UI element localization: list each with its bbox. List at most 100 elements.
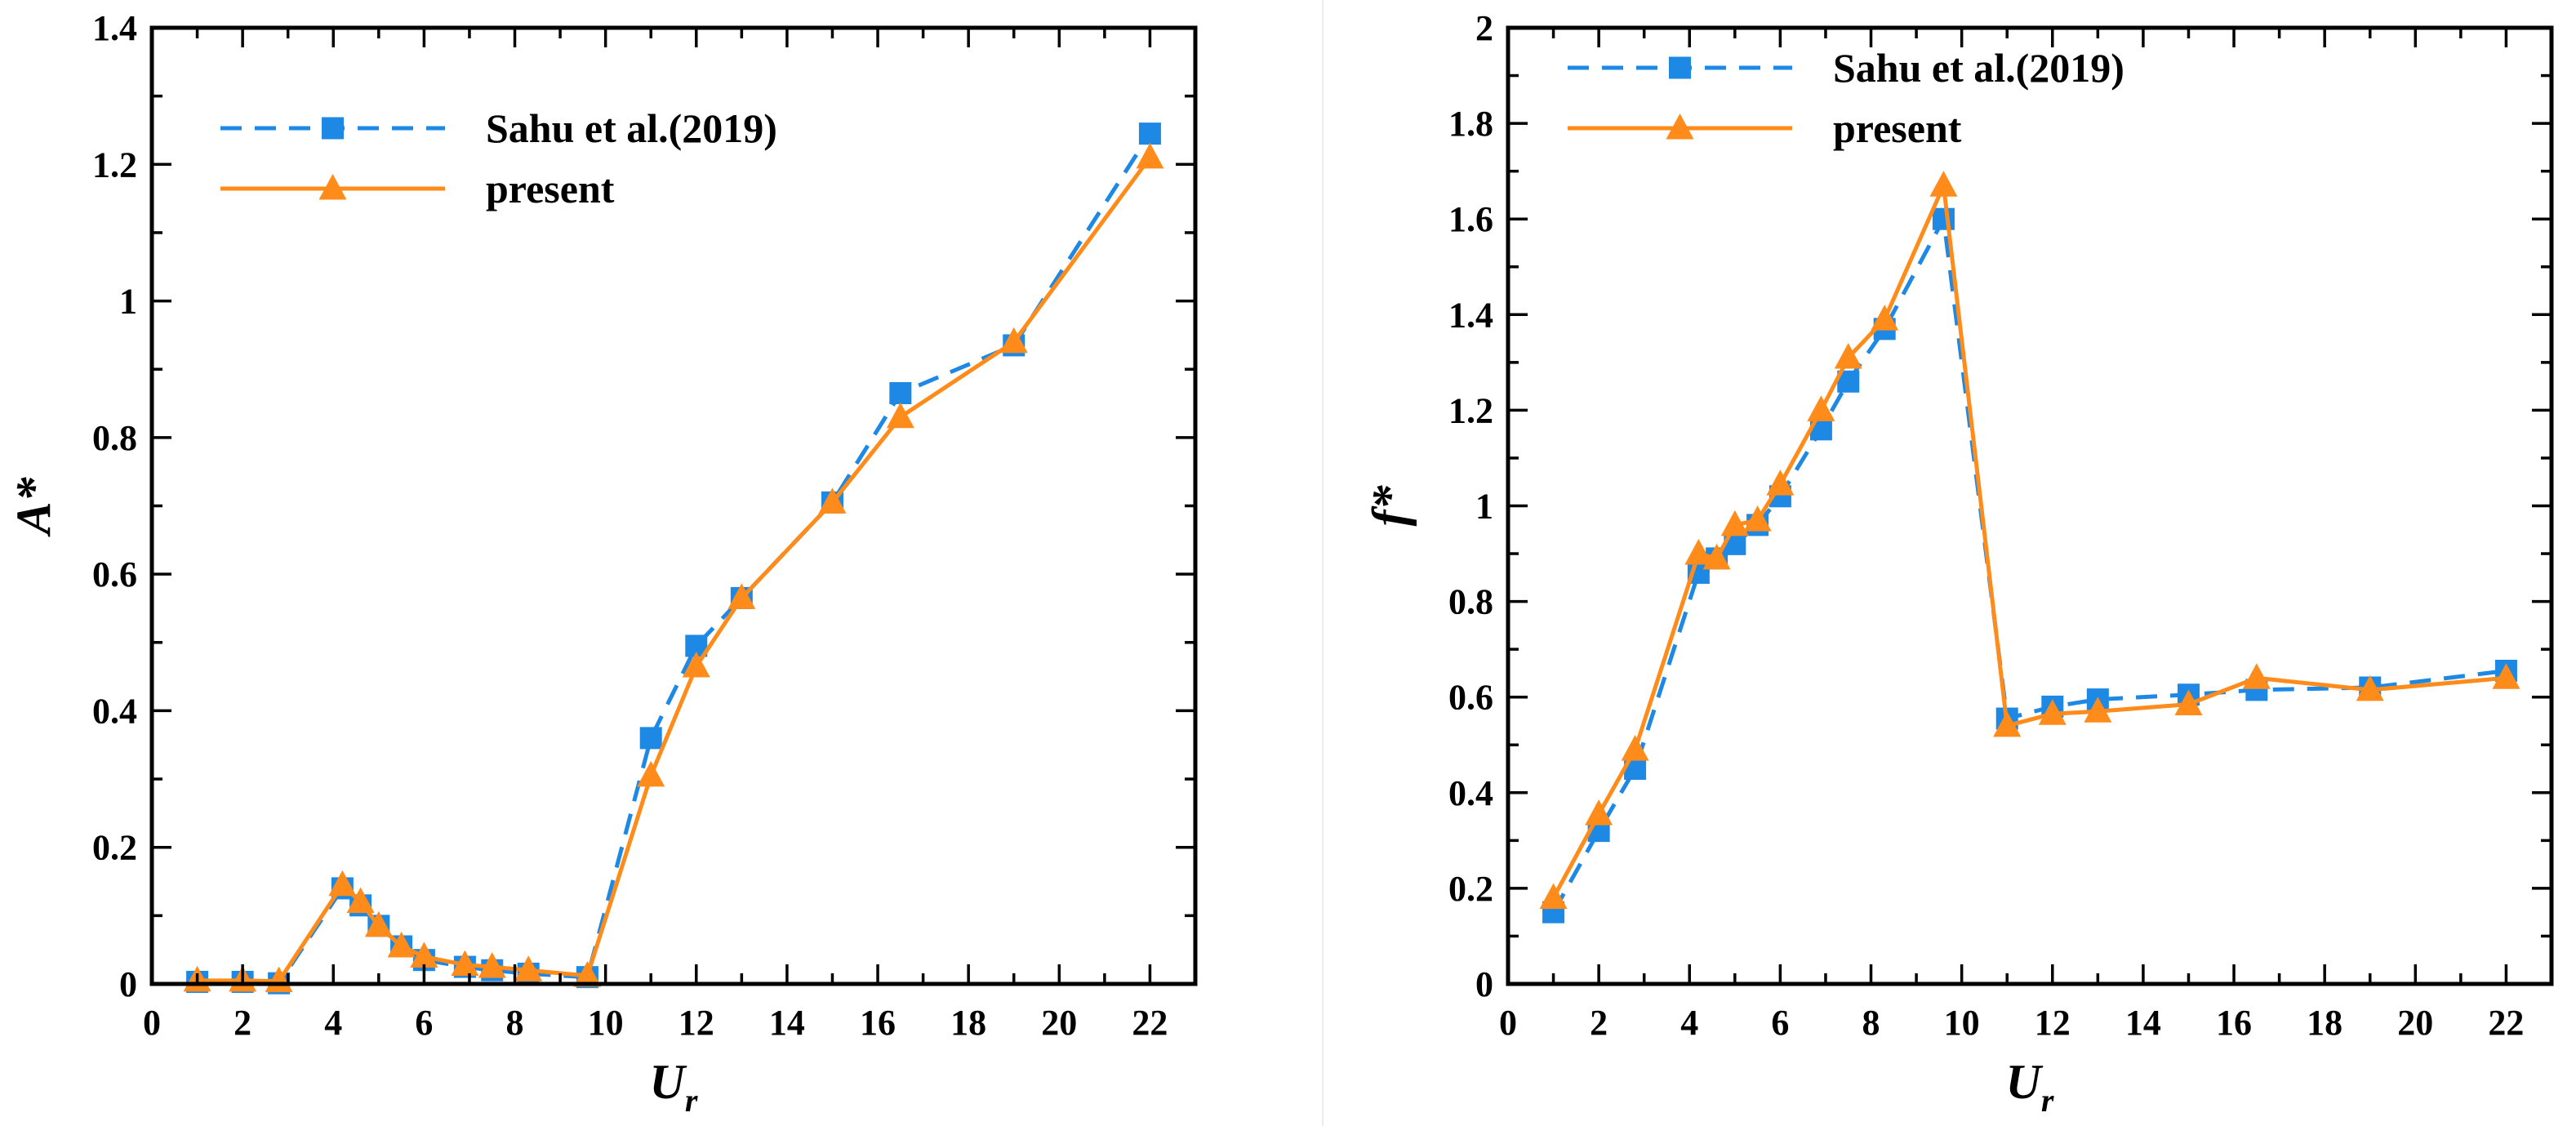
legend-marker [322,117,344,140]
legend-marker [318,174,347,200]
plot-frame [149,25,1198,986]
x-tick-label: 10 [1944,1003,1980,1043]
y-tick-label: 1.4 [92,8,137,48]
data-point [1743,505,1772,532]
x-tick-label: 6 [1771,1003,1789,1043]
data-point [364,910,393,937]
y-tick-label: 0.4 [1448,773,1493,813]
x-tick-label: 18 [950,1003,986,1043]
x-axis-title-subscript: r [2041,1082,2054,1119]
y-tick-label: 0 [119,964,137,1004]
y-tick-label: 1.4 [1448,295,1493,335]
x-tick-label: 8 [1862,1003,1880,1043]
x-tick-label: 16 [860,1003,896,1043]
x-axis-title: Ur [650,1055,698,1119]
x-tick-label: 14 [2125,1003,2161,1043]
y-tick-label: 1 [1475,487,1493,527]
data-point [886,402,914,429]
data-point [451,950,479,977]
legend-marker [1669,56,1691,79]
x-tick-label: 2 [1590,1003,1608,1043]
data-point [2492,663,2520,689]
data-point [1929,171,1958,197]
legend-label: Sahu et al.(2019) [486,105,777,151]
data-point [410,941,438,968]
x-axis-title-subscript: r [685,1082,698,1119]
legend-label: Sahu et al.(2019) [1833,45,2124,91]
y-tick-label: 0.8 [1448,582,1493,622]
data-point [478,952,506,978]
chart-panel-b: 0 2 4 6 8 10 12 14 16 18 20 22 0 0.2 0.4 0.6 0.8 1 1.2 1.4 1… [1363,8,2554,1119]
data-point [1871,305,1899,331]
x-tick-label: 20 [1041,1003,1077,1043]
data-point [346,887,375,914]
x-tick-label: 4 [1680,1003,1698,1043]
data-point [2242,663,2271,689]
data-point [1138,122,1161,145]
data-point [2084,697,2112,723]
data-point [818,487,847,514]
data-point [727,583,756,609]
x-tick-label: 12 [2035,1003,2071,1043]
y-tick-label: 0.6 [92,554,137,594]
data-point [573,960,602,987]
data-point [2174,689,2203,715]
x-tick-label: 22 [1132,1003,1168,1043]
data-point [1136,142,1164,169]
series-line [1551,183,2507,899]
x-tick-label: 12 [678,1003,714,1043]
x-tick-label: 14 [769,1003,805,1043]
legend-label: present [1833,105,1962,151]
chart-panel-a: 0 2 4 6 8 10 12 14 16 18 20 22 0 0.2 0.4 0.6 0.8 1 1.2 1.4 U… [7,8,1198,1119]
series-sahu-b [1542,207,2517,923]
x-tick-label: 8 [506,1003,524,1043]
x-tick-label: 6 [415,1003,433,1043]
x-axis-title: Ur [2006,1055,2054,1119]
data-point [1702,543,1731,570]
y-axis-title: f* [1363,485,1417,527]
data-point [639,727,662,750]
data-point [1621,735,1649,761]
y-tick-label: 1.2 [1448,390,1493,430]
data-point [387,931,416,958]
legend-label: present [486,166,615,211]
legend-b: Sahu et al.(2019) present [1568,45,2124,151]
data-point [328,870,357,897]
x-tick-label: 20 [2397,1003,2433,1043]
data-point [1720,510,1749,536]
x-tick-label: 18 [2307,1003,2342,1043]
y-tick-label: 0.6 [1448,678,1493,718]
plot-frame [1506,25,2554,986]
series-present-b [1539,171,2520,910]
data-point [2356,674,2384,701]
series-line [197,156,1152,984]
data-point [1834,342,1862,369]
data-point [1684,539,1713,565]
data-point [1932,207,1955,230]
y-tick-label: 0.2 [92,828,137,868]
legend-a: Sahu et al.(2019) present [220,105,777,211]
series-present-a [183,142,1164,993]
y-tick-label: 1 [119,282,137,322]
data-point [637,760,665,787]
data-point [889,381,912,404]
y-tick-label: 1.6 [1448,199,1493,239]
y-axis-title: A* [7,476,60,537]
data-point [1993,710,2022,737]
legend-marker [1666,113,1694,140]
data-point [514,955,543,981]
data-point [2038,699,2067,725]
data-point [999,327,1028,354]
y-tick-label: 0 [1475,964,1493,1004]
y-tick-label: 2 [1475,8,1493,48]
y-tick-label: 0.8 [92,418,137,458]
x-tick-label: 2 [234,1003,251,1043]
data-point [1539,883,1568,910]
y-tick-label: 1.2 [92,145,137,185]
x-tick-label: 0 [143,1003,161,1043]
x-tick-label: 0 [1499,1003,1517,1043]
y-tick-label: 0.4 [92,691,137,731]
data-point [682,652,710,678]
x-tick-label: 4 [324,1003,342,1043]
